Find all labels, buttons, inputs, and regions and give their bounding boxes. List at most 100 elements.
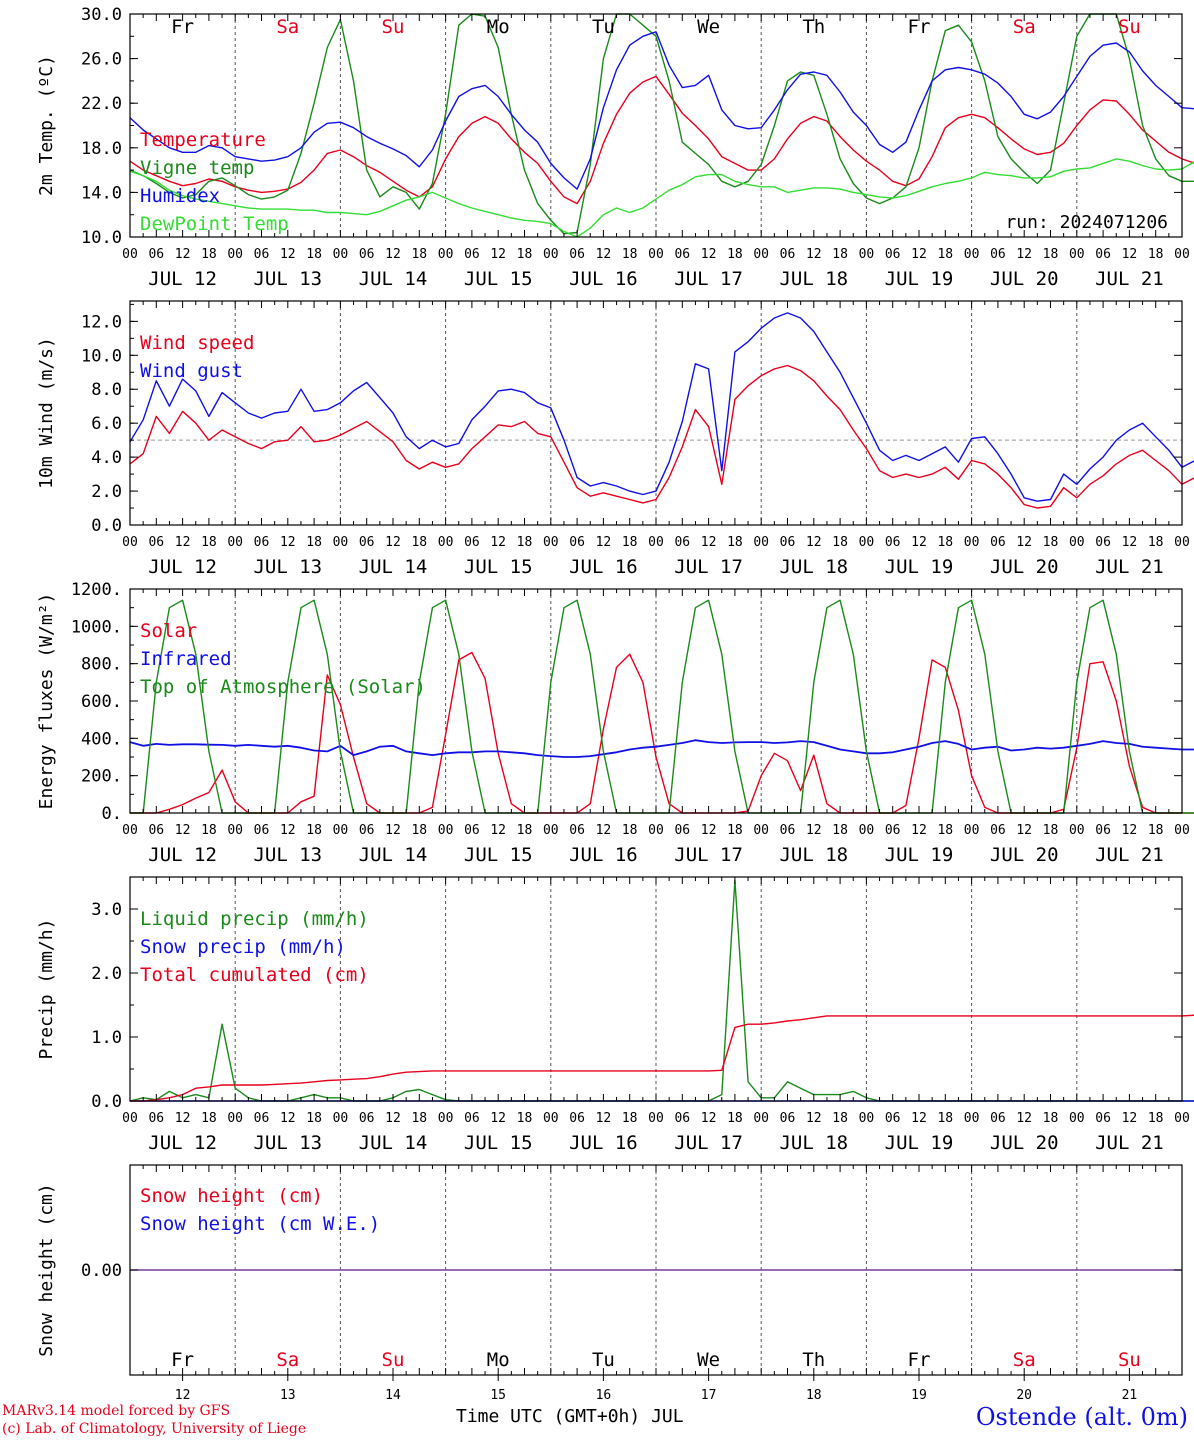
hour-tick-label: 12 [1016,1111,1032,1126]
hour-tick-label: 06 [674,535,690,550]
day-number: 12 [175,1388,191,1403]
weekday-label: Fr [908,1349,931,1371]
hour-tick-label: 00 [333,1111,349,1126]
panel-wind: 0.0 2.0 4.0 6.0 8.0 10.0 12.0 10m Wind (m/s) Win… [36,300,1194,578]
hour-tick-label: 06 [148,535,164,550]
hour-tick-label: 12 [490,823,506,838]
hour-tick-label: 06 [885,1111,901,1126]
day-label: JUL 18 [779,556,848,578]
y-tick-label: 10.0 [81,228,122,248]
hour-tick-label: 06 [780,823,796,838]
hour-tick-label: 12 [175,535,191,550]
station-label: Ostende (alt. 0m) [975,1403,1188,1431]
legend-entry: Humidex [140,185,220,207]
hour-tick-label: 00 [859,1111,875,1126]
series-line-green [129,13,1194,235]
hour-tick-label: 18 [622,247,638,262]
day-label: JUL 17 [674,268,743,290]
day-label: JUL 14 [359,556,428,578]
hour-tick-label: 06 [254,535,270,550]
y-axis-label: Energy fluxes (W/m²) [36,593,57,810]
day-label: JUL 13 [253,556,322,578]
day-label: JUL 15 [464,268,533,290]
hour-tick-label: 06 [674,247,690,262]
hour-tick-label: 06 [464,247,480,262]
hour-tick-label: 18 [1148,535,1164,550]
hour-tick-label: 12 [596,823,612,838]
hour-tick-label: 18 [832,247,848,262]
hour-tick-label: 06 [569,247,585,262]
hour-tick-label: 00 [753,535,769,550]
hour-tick-label: 12 [175,247,191,262]
legend-entry: Solar [140,620,197,642]
weekday-label: Su [1118,16,1141,38]
day-label: JUL 14 [359,268,428,290]
weekday-label: We [697,1349,720,1371]
hour-tick-label: 00 [438,535,454,550]
y-tick-label: 4.0 [91,448,122,468]
day-label: JUL 15 [464,1132,533,1154]
hour-tick-label: 06 [569,823,585,838]
y-tick-label: 0.00 [81,1261,122,1281]
hour-tick-label: 18 [201,1111,217,1126]
series-line-green [130,599,1194,814]
hour-tick-label: 12 [596,247,612,262]
hour-tick-label: 18 [201,535,217,550]
day-label: JUL 14 [359,1132,428,1154]
legend-entry: Vigne temp [140,157,254,179]
hour-tick-label: 12 [490,247,506,262]
hour-tick-label: 18 [832,1111,848,1126]
weekday-label: Sa [276,1349,299,1371]
hour-tick-label: 06 [885,247,901,262]
y-tick-label: 400. [81,729,122,749]
y-tick-label: 0. [102,804,122,824]
weekday-label: Tu [592,16,615,38]
hour-tick-label: 00 [1174,823,1190,838]
legend-entry: Snow precip (mm/h) [140,936,346,958]
hour-tick-label: 12 [701,247,717,262]
y-tick-label: 26.0 [81,50,122,70]
day-label: JUL 15 [464,844,533,866]
hour-tick-label: 00 [438,823,454,838]
y-tick-label: 800. [81,655,122,675]
day-label: JUL 13 [253,1132,322,1154]
hour-tick-label: 06 [148,1111,164,1126]
hour-tick-label: 12 [175,823,191,838]
hour-tick-label: 12 [175,1111,191,1126]
series-line-red [130,1014,1194,1102]
hour-tick-label: 12 [280,823,296,838]
series-line-red [129,364,1194,509]
legend-entry: Wind gust [140,360,243,382]
hour-tick-label: 00 [543,247,559,262]
day-label: JUL 19 [885,556,954,578]
hour-tick-label: 06 [464,823,480,838]
hour-tick-label: 06 [990,823,1006,838]
hour-tick-label: 18 [1043,247,1059,262]
day-number: 16 [596,1388,612,1403]
y-axis-label: 2m Temp. (ºC) [36,55,57,196]
hour-tick-label: 18 [201,247,217,262]
hour-tick-label: 00 [122,823,138,838]
hour-tick-label: 18 [1148,1111,1164,1126]
day-label: JUL 18 [779,1132,848,1154]
weekday-label: Fr [908,16,931,38]
hour-tick-label: 18 [411,823,427,838]
day-label: JUL 13 [253,268,322,290]
hour-tick-label: 06 [359,1111,375,1126]
hour-tick-label: 00 [122,247,138,262]
y-tick-label: 1000. [71,617,122,637]
hour-tick-label: 18 [622,1111,638,1126]
weekday-label: Sa [276,16,299,38]
legend-entry: Temperature [140,129,266,151]
hour-tick-label: 18 [306,1111,322,1126]
hour-tick-label: 18 [201,823,217,838]
weekday-label: Su [382,1349,405,1371]
hour-tick-label: 18 [937,1111,953,1126]
hour-tick-label: 12 [385,1111,401,1126]
y-tick-label: 1200. [71,580,122,600]
hour-tick-label: 12 [911,247,927,262]
hour-tick-label: 12 [911,823,927,838]
day-label: JUL 12 [148,556,217,578]
weekday-label: Mo [487,1349,510,1371]
